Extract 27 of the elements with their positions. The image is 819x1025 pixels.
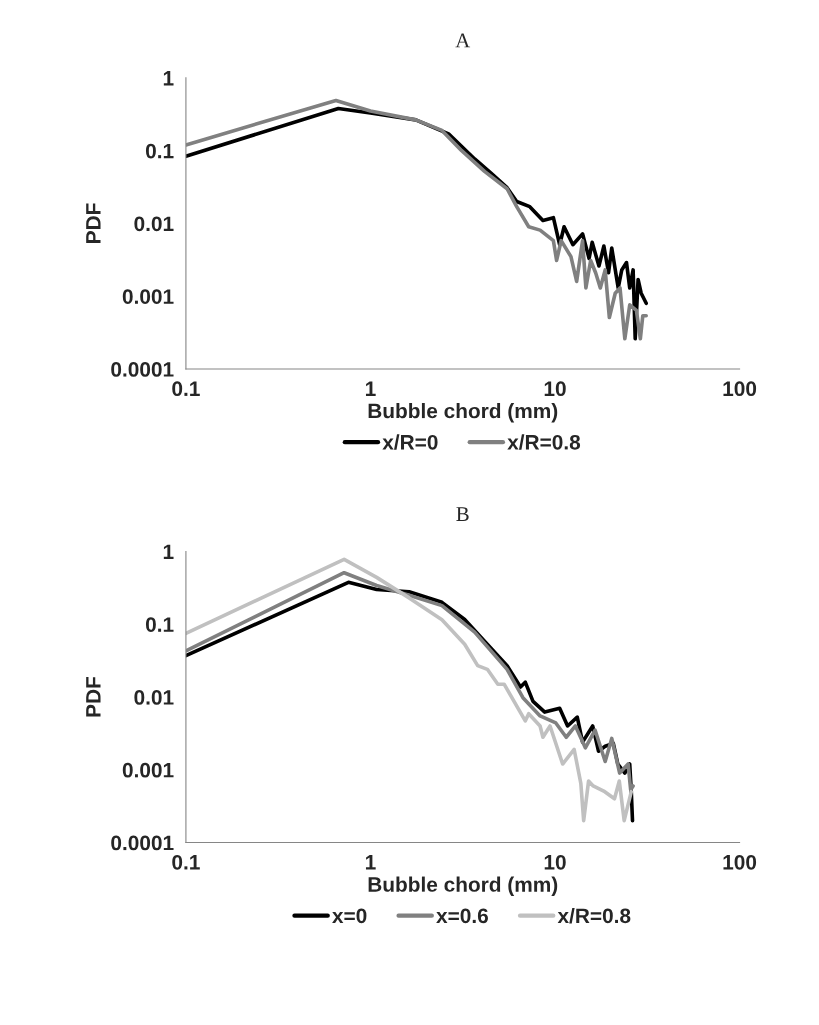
chart-title: A — [455, 33, 471, 48]
legend-label: x=0.6 — [436, 908, 488, 924]
legend-label: x/R=0.8 — [507, 434, 581, 450]
y-tick-label: 0.0001 — [111, 835, 174, 851]
y-tick-label: 0.001 — [122, 762, 174, 778]
x-tick-label: 10 — [544, 381, 566, 397]
y-tick-label: 0.1 — [145, 617, 174, 632]
x-tick-label: 100 — [723, 854, 757, 870]
x-tick-label: 1 — [365, 381, 376, 396]
y-tick-label: 0.1 — [145, 143, 174, 159]
x-axis-title: Bubble chord (mm) — [368, 876, 558, 896]
y-tick-label: 0.01 — [134, 216, 174, 232]
x-tick-label: 10 — [544, 854, 566, 870]
y-tick-label: 1 — [163, 544, 174, 559]
y-axis-title: PDF — [86, 203, 101, 243]
legend-label: x=0 — [332, 908, 367, 924]
legend-label: x/R=0 — [382, 434, 438, 450]
x-axis-title: Bubble chord (mm) — [368, 403, 558, 423]
y-axis-title: PDF — [86, 676, 101, 717]
x-tick-label: 1 — [365, 855, 376, 870]
y-tick-label: 0.01 — [134, 690, 174, 705]
x-tick-label: 100 — [723, 381, 757, 397]
chart-title: B — [456, 507, 469, 521]
y-tick-label: 0.0001 — [111, 362, 174, 377]
y-tick-label: 1 — [163, 71, 174, 86]
y-tick-label: 0.001 — [122, 289, 174, 304]
legend-label: x/R=0.8 — [557, 907, 631, 924]
